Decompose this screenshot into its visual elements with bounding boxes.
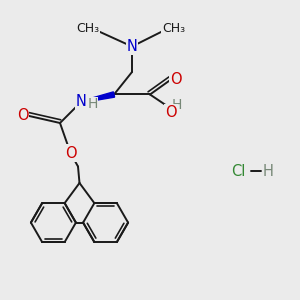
Text: Cl: Cl xyxy=(231,164,246,178)
Polygon shape xyxy=(81,92,115,103)
Text: O: O xyxy=(17,108,28,123)
Text: N: N xyxy=(127,39,137,54)
Text: H: H xyxy=(172,98,182,112)
Text: O: O xyxy=(65,146,76,160)
Text: O: O xyxy=(165,105,177,120)
Text: N: N xyxy=(76,94,86,110)
Text: H: H xyxy=(87,98,98,111)
Text: CH₃: CH₃ xyxy=(162,22,185,35)
Text: H: H xyxy=(263,164,274,178)
Text: O: O xyxy=(170,72,181,87)
Text: CH₃: CH₃ xyxy=(76,22,99,35)
